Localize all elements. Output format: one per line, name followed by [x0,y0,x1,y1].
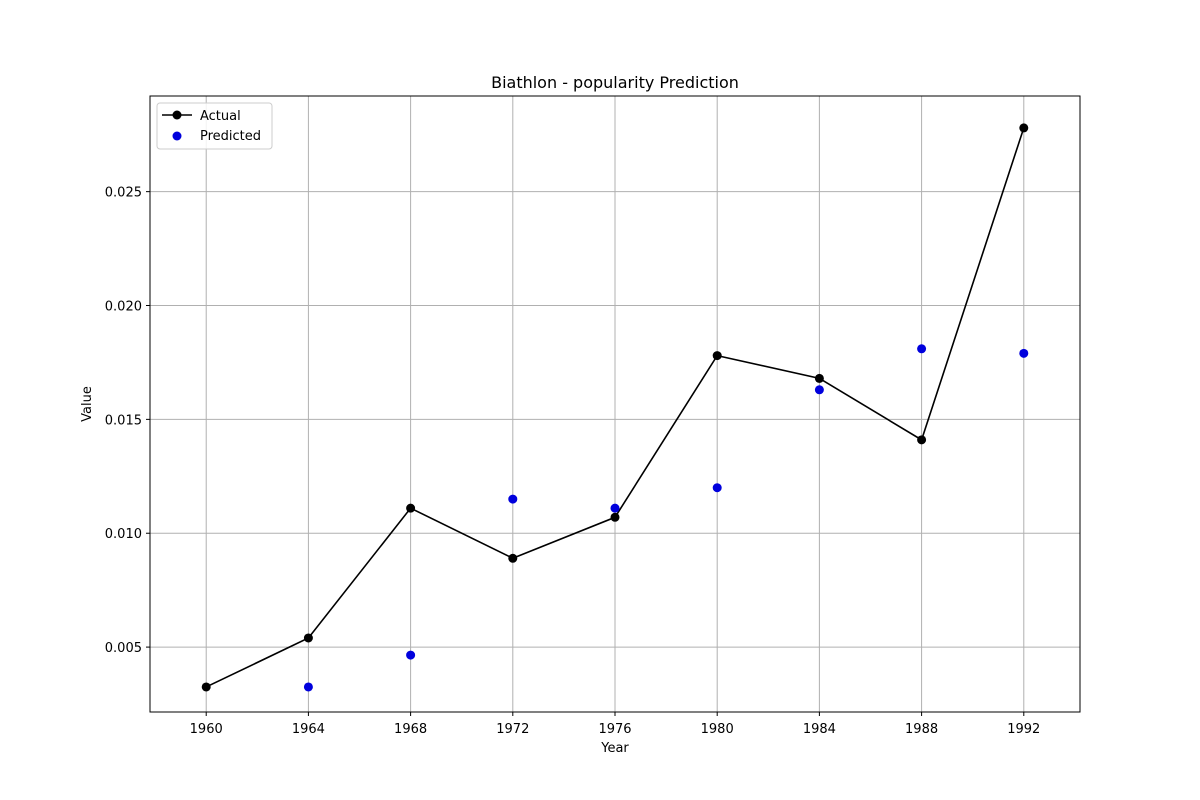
legend: Actual Predicted [156,102,273,150]
predicted-point [1019,348,1029,358]
actual-point [406,503,416,513]
series-layer [201,123,1029,692]
legend-actual-marker [172,110,182,120]
x-tick-label: 1980 [701,722,734,737]
x-tick-label: 1992 [1007,722,1040,737]
y-axis-label: Value [80,386,95,422]
y-tick-label: 0.020 [105,300,142,315]
actual-point [610,512,620,522]
predicted-point [917,344,927,354]
y-tick-label: 0.005 [105,641,142,656]
predicted-point [712,483,722,493]
y-tick-label: 0.010 [105,527,142,542]
x-axis-ticks: 1960 1964 1968 1972 1976 1980 1984 1988 1992 [190,712,1040,737]
x-tick-label: 1960 [190,722,223,737]
x-axis-label: Year [600,741,629,756]
x-tick-label: 1976 [598,722,631,737]
legend-predicted-marker [172,131,182,141]
actual-point [201,682,211,692]
actual-point [712,351,722,361]
y-axis-ticks: 0.005 0.010 0.015 0.020 0.025 [105,186,150,656]
predicted-point [814,385,824,395]
x-tick-label: 1984 [803,722,836,737]
legend-actual-label: Actual [200,109,241,124]
x-tick-label: 1972 [496,722,529,737]
predicted-point [610,503,620,513]
chart-title: Biathlon - popularity Prediction [491,73,739,92]
x-tick-label: 1964 [292,722,325,737]
x-tick-label: 1968 [394,722,427,737]
predicted-point [303,682,313,692]
actual-point [1019,123,1029,133]
predicted-point [406,650,416,660]
predicted-point [508,494,518,504]
y-tick-label: 0.015 [105,413,142,428]
actual-point [508,553,518,563]
actual-point [814,373,824,383]
legend-predicted-label: Predicted [200,129,261,144]
grid-layer [150,96,1080,712]
actual-point [303,633,313,643]
y-tick-label: 0.025 [105,186,142,201]
actual-point [917,435,927,445]
x-tick-label: 1988 [905,722,938,737]
